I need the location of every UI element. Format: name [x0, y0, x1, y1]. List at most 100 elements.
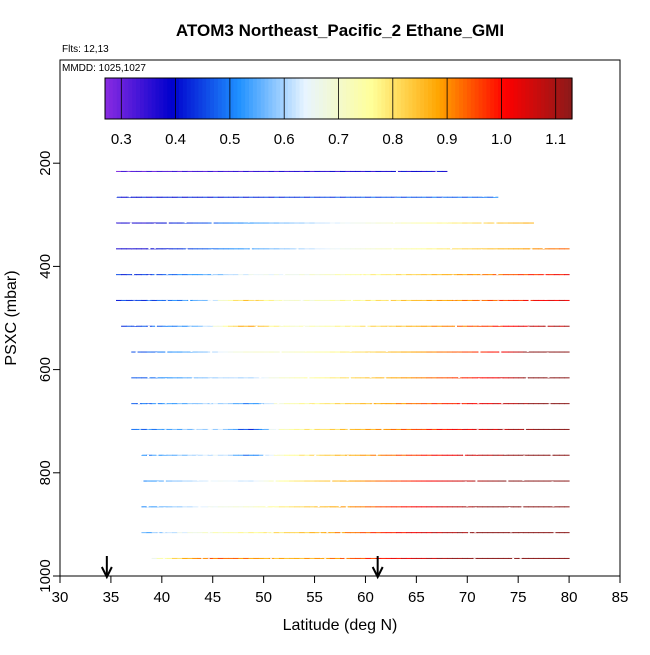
heatmap-cell — [299, 557, 305, 559]
heatmap-cell — [243, 557, 249, 559]
heatmap-cell — [370, 428, 377, 430]
heatmap-cell — [131, 377, 137, 379]
heatmap-cell — [431, 377, 438, 379]
heatmap-cell — [156, 222, 163, 224]
colorbar-swatch — [319, 78, 324, 119]
heatmap-cell — [324, 454, 331, 456]
heatmap-cell — [243, 274, 249, 276]
heatmap-cell — [558, 403, 565, 405]
heatmap-cell — [273, 557, 280, 559]
heatmap-cell — [319, 196, 326, 198]
heatmap-cell — [284, 248, 290, 250]
heatmap-cell — [309, 403, 316, 405]
heatmap-cell — [294, 557, 300, 559]
colorbar-swatch — [544, 78, 550, 119]
heatmap-cell — [238, 299, 244, 301]
heatmap-cell — [222, 557, 229, 559]
heatmap-cell — [426, 248, 433, 250]
heatmap-cell — [508, 532, 514, 534]
heatmap-cell — [248, 454, 254, 456]
heatmap-cell — [289, 170, 295, 172]
heatmap-cell — [360, 506, 366, 508]
heatmap-cell — [294, 222, 300, 224]
heatmap-cell — [396, 351, 402, 353]
heatmap-cell — [467, 454, 473, 456]
heatmap-cell — [376, 584, 382, 585]
heatmap-cell — [263, 299, 270, 301]
heatmap-cell — [360, 196, 366, 198]
heatmap-cell — [350, 196, 356, 198]
heatmap-cell — [452, 222, 458, 224]
heatmap-cell — [304, 428, 310, 430]
heatmap-cell — [513, 248, 519, 250]
heatmap-cell — [182, 584, 188, 585]
heatmap-cell — [375, 170, 382, 172]
heatmap-cell — [192, 584, 198, 585]
heatmap-cell — [177, 584, 183, 585]
colorbar-swatch — [206, 78, 211, 119]
heatmap-cell — [197, 222, 204, 224]
heatmap-cell — [508, 428, 514, 430]
heatmap-cell — [355, 506, 361, 508]
heatmap-cell — [482, 480, 489, 482]
heatmap-cell — [513, 428, 519, 430]
heatmap-cell — [564, 557, 570, 559]
heatmap-cell — [278, 557, 285, 559]
heatmap-cell — [253, 454, 260, 456]
heatmap-cell — [141, 454, 148, 456]
heatmap-cell — [401, 274, 407, 276]
heatmap-cell — [355, 196, 361, 198]
heatmap-cell — [278, 403, 285, 405]
colorbar-swatch — [412, 78, 417, 119]
heatmap-cell — [243, 222, 249, 224]
heatmap-cell — [228, 377, 234, 379]
heatmap-cell — [294, 170, 300, 172]
heatmap-cell — [406, 377, 412, 379]
colorbar-swatch — [350, 78, 355, 119]
heatmap-cell — [350, 299, 356, 301]
heatmap-cell — [217, 403, 224, 405]
heatmap-cell — [258, 170, 265, 172]
heatmap-cell — [161, 170, 168, 172]
heatmap-cell — [513, 480, 519, 482]
heatmap-cell — [564, 428, 570, 430]
heatmap-cell — [304, 480, 310, 482]
heatmap-cell — [508, 506, 514, 508]
heatmap-cell — [350, 170, 356, 172]
heatmap-cell — [299, 506, 305, 508]
heatmap-cell — [340, 532, 346, 534]
heatmap-cell — [523, 248, 529, 250]
heatmap-cell — [243, 403, 249, 405]
heatmap-cell — [431, 480, 438, 482]
heatmap-cell — [263, 351, 270, 353]
heatmap-cell — [548, 377, 555, 379]
heatmap-cell — [421, 196, 428, 198]
heatmap-cell — [543, 403, 550, 405]
heatmap-cell — [340, 403, 346, 405]
heatmap-cell — [441, 351, 448, 353]
heatmap-cell — [253, 299, 260, 301]
heatmap-cell — [268, 454, 275, 456]
heatmap-cell — [228, 480, 234, 482]
heatmap-cell — [289, 557, 295, 559]
heatmap-cell — [553, 480, 560, 482]
heatmap-cell — [370, 325, 377, 327]
heatmap-cell — [411, 403, 417, 405]
heatmap-cell — [334, 480, 341, 482]
heatmap-cell — [146, 299, 153, 301]
heatmap-cell — [564, 299, 570, 301]
colorbar-swatch — [369, 78, 375, 119]
heatmap-cell — [370, 248, 377, 250]
heatmap-cell — [294, 454, 300, 456]
heatmap-cell — [131, 325, 137, 327]
heatmap-cell — [401, 557, 407, 559]
colorbar-tick-label: 0.8 — [382, 131, 403, 148]
colorbar-swatch — [540, 78, 546, 119]
heatmap-cell — [426, 170, 433, 172]
heatmap-cell — [513, 325, 519, 327]
colorbar-swatch — [354, 78, 359, 119]
heatmap-cell — [467, 377, 473, 379]
heatmap-cell — [340, 557, 346, 559]
heatmap-cell — [386, 584, 392, 585]
